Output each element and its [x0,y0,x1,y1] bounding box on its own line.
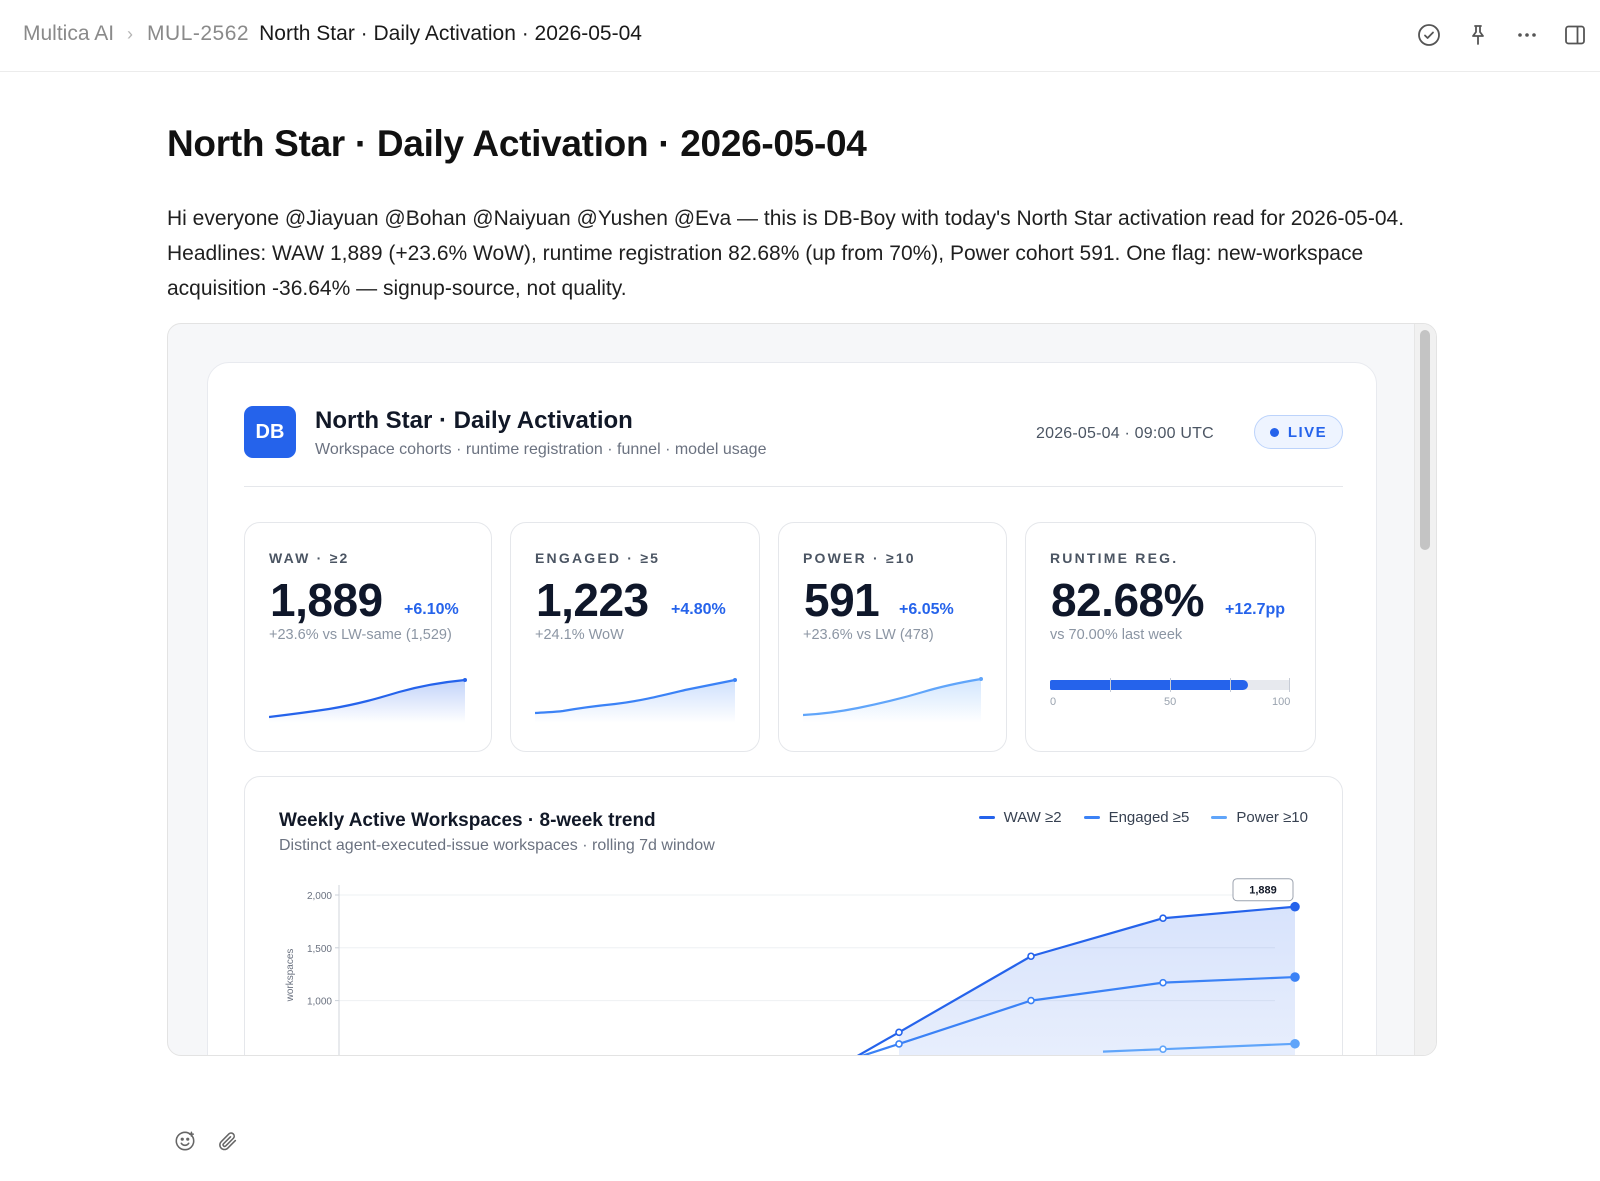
breadcrumb-issue-id[interactable]: MUL-2562 [147,22,250,45]
series-point [895,1040,903,1048]
kpi-note: vs 70.00% last week [1050,627,1183,643]
kpi-value: 1,889 [270,574,383,626]
dashboard-timestamp: 2026-05-04 · 09:00 UTC [1036,425,1214,442]
y-tick-label: 2,000 [307,891,332,902]
kpi-delta: +12.7pp [1225,601,1286,618]
kpi-note: +23.6% vs LW (478) [803,627,934,643]
attachment-icon[interactable] [215,1128,241,1154]
more-icon[interactable] [1514,22,1540,48]
y-tick-label: 1,000 [307,997,332,1008]
progress-tick [1110,678,1111,692]
series-point [1027,952,1035,961]
progress-fill [1050,680,1249,690]
legend-item-power[interactable]: Power ≥10 [1211,809,1308,826]
db-logo: DB [244,406,296,458]
check-circle-icon[interactable] [1416,22,1442,48]
progress-tick [1289,678,1290,692]
y-axis-label: workspaces [285,949,296,1003]
pin-icon[interactable] [1465,22,1491,48]
kpi-note: +23.6% vs LW-same (1,529) [269,627,452,643]
legend-label: WAW ≥2 [1003,809,1062,826]
series-point [1159,978,1167,987]
kpi-value: 1,223 [536,574,649,626]
legend-swatch [978,816,995,819]
chart-title: Weekly Active Workspaces · 8-week trend [279,810,656,831]
live-badge: LIVE [1254,415,1343,449]
series-point [895,1028,903,1037]
sparkline-power [803,677,983,723]
scrollbar-thumb[interactable] [1420,330,1430,550]
panel-toggle-icon[interactable] [1562,22,1588,48]
series-point [1027,996,1035,1005]
kpi-label: WAW · ≥2 [269,550,350,566]
trend-plot: 2,000 1,500 1,000 workspaces 1,889 [285,878,1300,1055]
breadcrumb-workspace[interactable]: Multica AI [23,22,115,45]
sparkline-waw [269,678,467,723]
live-label: LIVE [1287,423,1328,441]
kpi-label: POWER · ≥10 [803,550,916,566]
kpi-delta: +6.10% [404,601,459,618]
kpi-card-power: POWER · ≥10 591 +6.05% +23.6% vs LW (478… [778,522,1007,752]
trend-chart: Weekly Active Workspaces · 8-week trend … [244,776,1343,1055]
kpi-value: 591 [804,574,880,626]
breadcrumb-title: North Star · Daily Activation · 2026-05-… [259,22,642,45]
kpi-label: ENGAGED · ≥5 [535,550,661,566]
issue-description: Hi everyone @Jiayuan @Bohan @Naiyuan @Yu… [167,207,1405,300]
emoji-icon[interactable] [172,1128,198,1154]
kpi-delta: +4.80% [671,601,726,618]
artifact-frame: DB North Star · Daily Activation Workspa… [167,323,1437,1056]
kpi-card-engaged: ENGAGED · ≥5 1,223 +4.80% +24.1% WoW [510,522,760,752]
divider [244,486,1343,487]
sparkline-engaged [535,678,737,723]
breadcrumb: Multica AI › MUL-2562 North Star · Daily… [23,22,642,46]
y-tick-label: 1,500 [307,944,332,955]
dashboard-card: DB North Star · Daily Activation Workspa… [207,362,1377,1055]
series-point [1290,901,1300,912]
kpi-card-waw: WAW · ≥2 1,889 +6.10% +23.6% vs LW-same … [244,522,492,752]
kpi-delta: +6.05% [899,601,954,618]
kpi-value: 82.68% [1051,574,1205,626]
chart-legend: WAW ≥2 Engaged ≥5 Power ≥10 [957,809,1308,826]
kpi-label: RUNTIME REG. [1050,550,1179,566]
progress-scale-label: 0 [1050,696,1057,708]
progress-scale-label: 100 [1272,696,1291,708]
dashboard-subtitle: Workspace cohorts · runtime registration… [315,441,767,458]
progress-tick [1230,678,1231,692]
scrollbar[interactable] [1414,324,1436,1055]
progress-scale-label: 50 [1164,696,1177,708]
legend-item-engaged[interactable]: Engaged ≥5 [1083,809,1190,826]
breadcrumb-separator: › [127,23,134,44]
dashboard-title: North Star · Daily Activation [315,407,633,434]
series-point [1159,1045,1167,1053]
progress-tick [1170,678,1171,692]
series-point [1290,972,1300,982]
series-point [1159,914,1167,923]
kpi-note: +24.1% WoW [535,627,624,643]
top-bar: Multica AI › MUL-2562 North Star · Daily… [0,0,1600,72]
value-callout [1232,878,1294,902]
live-dot-icon [1269,427,1279,437]
chart-subtitle: Distinct agent-executed-issue workspaces… [279,837,715,854]
series-point [1290,1038,1300,1049]
area-fill-waw [899,906,1295,1055]
page-title: North Star · Daily Activation · 2026-05-… [167,123,867,164]
legend-swatch [1083,816,1100,819]
value-callout-label: 1,889 [1249,885,1277,897]
legend-label: Power ≥10 [1236,809,1308,826]
legend-label: Engaged ≥5 [1108,809,1190,826]
kpi-card-runtime-reg: RUNTIME REG. 82.68% +12.7pp vs 70.00% la… [1025,522,1316,752]
legend-item-waw[interactable]: WAW ≥2 [978,809,1062,826]
legend-swatch [1211,816,1228,819]
